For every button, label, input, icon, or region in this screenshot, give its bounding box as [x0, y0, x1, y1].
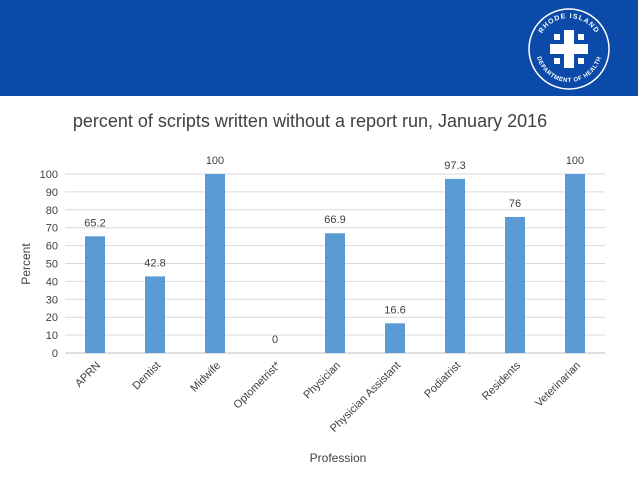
y-axis-label: Percent — [19, 243, 33, 285]
x-tick-label: Dentist — [130, 360, 163, 393]
y-tick-label: 50 — [46, 259, 58, 271]
bar — [565, 174, 585, 353]
data-label: 100 — [206, 155, 224, 167]
y-tick-label: 100 — [40, 169, 58, 181]
bars — [85, 174, 585, 353]
bar — [145, 276, 165, 353]
bar — [445, 178, 465, 353]
x-tick-label: Veterinarian — [533, 360, 583, 410]
data-label: 16.6 — [384, 304, 405, 316]
x-tick-label: Physician — [301, 360, 343, 402]
y-tick-label: 10 — [46, 330, 58, 342]
x-tick-label: Podiatrist — [422, 360, 463, 401]
cross-emblem-icon — [550, 30, 588, 68]
y-tick-label: 0 — [52, 348, 58, 360]
data-label: 76 — [509, 198, 521, 210]
bar — [85, 236, 105, 353]
y-tick-label: 60 — [46, 241, 58, 253]
value-labels: 65.2 42.8 100 0 66.9 16.6 97.3 76 100 — [84, 155, 584, 346]
data-label: 66.9 — [324, 214, 345, 226]
data-label: 97.3 — [444, 160, 465, 172]
x-tick-label: APRN — [73, 360, 103, 390]
y-tick-label: 80 — [46, 205, 58, 217]
bar — [385, 323, 405, 353]
header-banner — [0, 0, 638, 96]
y-tick-label: 90 — [46, 187, 58, 199]
chart-title: percent of scripts written without a rep… — [72, 111, 548, 131]
x-tick-label: Residents — [480, 359, 523, 402]
x-axis-label: Profession — [310, 451, 367, 465]
y-axis-ticks: 0 10 20 30 40 50 60 70 80 90 100 — [40, 169, 58, 360]
x-tick-label: Optometrist* — [231, 359, 283, 411]
y-tick-label: 70 — [46, 223, 58, 235]
bar — [505, 216, 525, 353]
rhode-island-health-logo: RHODE ISLAND DEPARTMENT OF HEALTH — [528, 8, 610, 90]
y-tick-label: 40 — [46, 276, 58, 288]
data-label: 0 — [272, 334, 278, 346]
data-label: 65.2 — [84, 217, 105, 229]
y-tick-label: 20 — [46, 312, 58, 324]
x-axis-ticks: APRN Dentist Midwife Optometrist* Physician P… — [73, 359, 583, 435]
bar — [205, 174, 225, 353]
y-tick-label: 30 — [46, 294, 58, 306]
data-label: 42.8 — [144, 257, 165, 269]
data-label: 100 — [566, 155, 584, 167]
bar — [325, 233, 345, 353]
x-tick-label: Midwife — [188, 360, 223, 395]
